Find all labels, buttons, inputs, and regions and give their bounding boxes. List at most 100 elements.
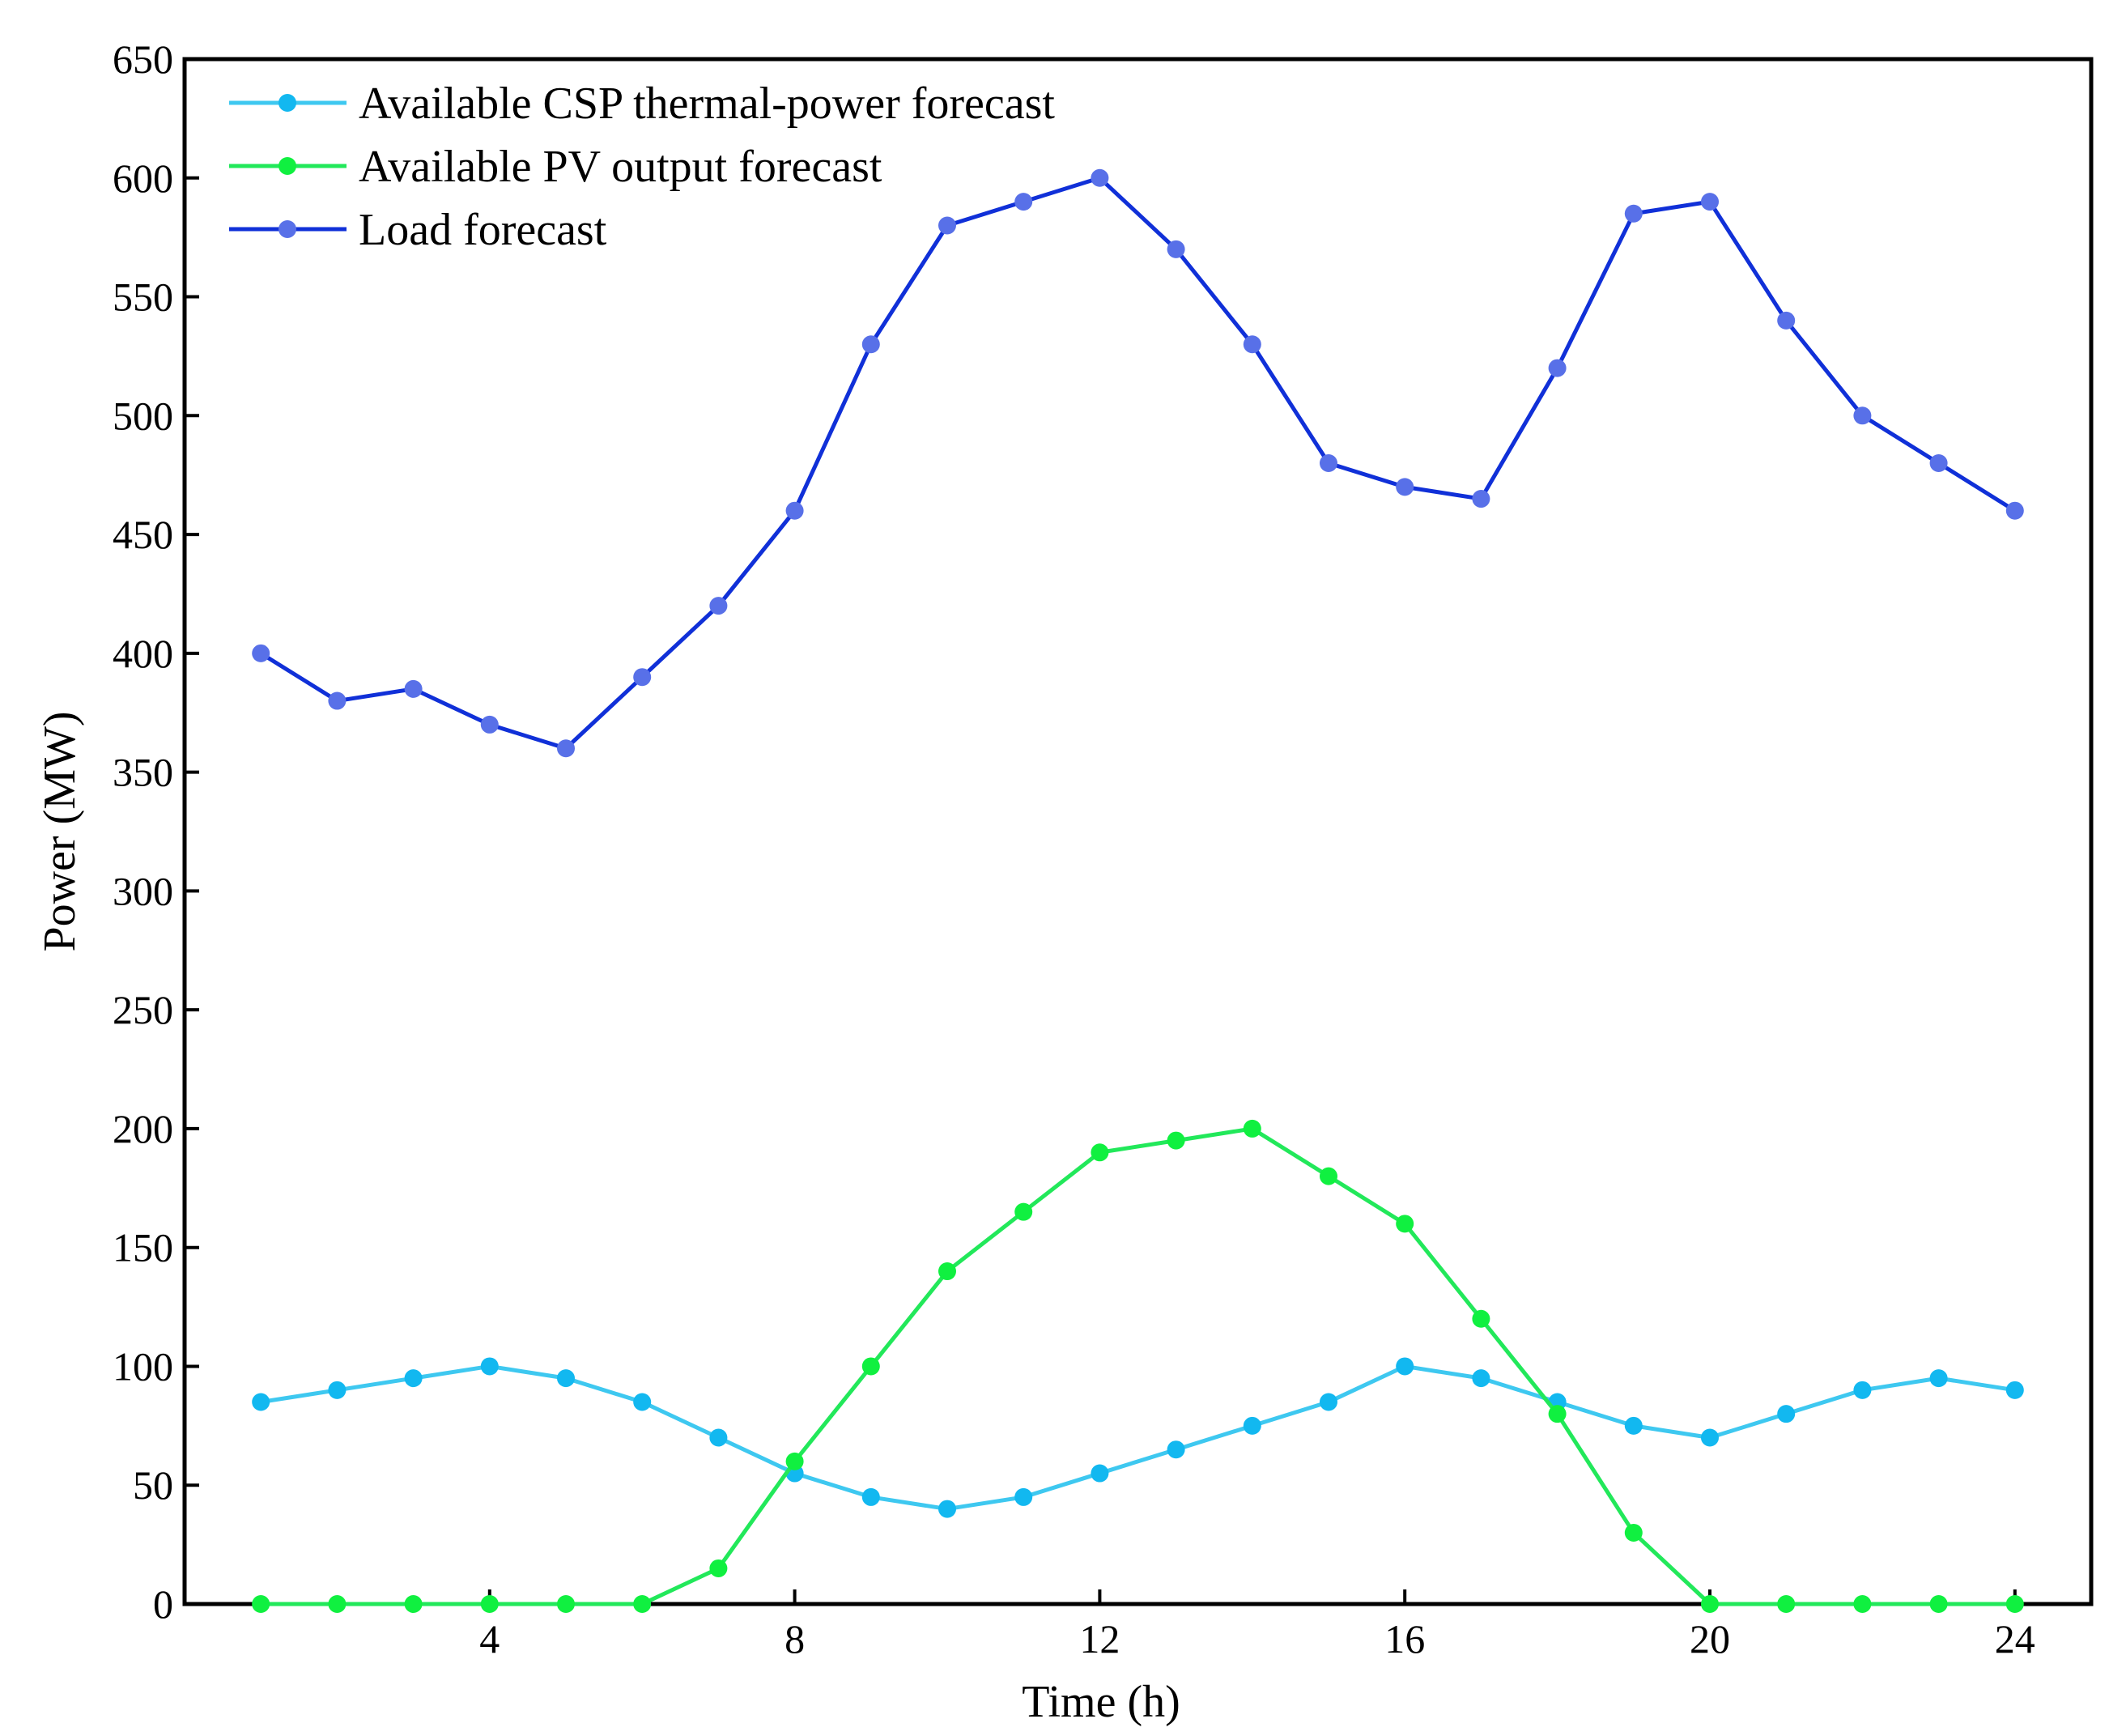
data-point: [557, 1369, 575, 1388]
data-point: [404, 679, 423, 698]
data-point: [785, 1452, 804, 1470]
data-point: [1853, 1595, 1872, 1613]
data-point: [938, 1262, 956, 1281]
data-point: [1243, 1119, 1261, 1138]
data-point: [1853, 1381, 1872, 1399]
data-point: [1167, 1131, 1185, 1150]
y-tick-label: 150: [113, 1225, 173, 1270]
legend-label: Load forecast: [359, 205, 607, 255]
data-point: [480, 1595, 499, 1613]
data-point: [328, 691, 347, 710]
y-axis-title: Power (MW): [35, 711, 85, 951]
data-point: [861, 335, 880, 354]
x-tick-label: 4: [479, 1616, 500, 1662]
data-point: [1929, 454, 1948, 473]
y-tick-label: 50: [133, 1462, 173, 1508]
legend-swatch-marker: [279, 220, 296, 238]
x-tick-label: 24: [1995, 1616, 2035, 1662]
data-point: [252, 644, 270, 662]
data-point: [1701, 1428, 1719, 1447]
data-point: [1320, 1393, 1337, 1411]
legend-item: Available PV output forecast: [229, 142, 882, 192]
data-point: [861, 1357, 880, 1376]
y-tick-label: 600: [113, 155, 173, 201]
data-point: [1472, 1309, 1490, 1328]
data-point: [1701, 1595, 1719, 1613]
data-point: [328, 1595, 347, 1613]
y-tick-label: 500: [113, 393, 173, 438]
series-1: [252, 1119, 2024, 1613]
data-point: [557, 1595, 575, 1613]
data-point: [633, 1595, 652, 1613]
data-point: [709, 1559, 728, 1577]
data-point: [2005, 1381, 2024, 1399]
data-point: [1929, 1369, 1948, 1388]
data-point: [1777, 1405, 1796, 1423]
data-point: [404, 1369, 423, 1388]
data-point: [1548, 359, 1567, 377]
data-point: [709, 597, 728, 615]
legend-swatch-marker: [279, 157, 296, 175]
data-point: [709, 1428, 728, 1447]
data-point: [1472, 1369, 1490, 1388]
legend-swatch-marker: [279, 94, 296, 112]
series-layer: [252, 168, 2024, 1613]
y-tick-label: 0: [153, 1581, 173, 1627]
data-point: [633, 668, 652, 687]
data-point: [1853, 406, 1872, 425]
data-point: [557, 739, 575, 758]
data-point: [1091, 1143, 1109, 1162]
data-point: [938, 216, 956, 235]
data-point: [938, 1500, 956, 1518]
legend-item: Available CSP thermal-power forecast: [229, 79, 1055, 129]
data-point: [1548, 1405, 1567, 1423]
data-point: [1701, 193, 1719, 211]
data-point: [1396, 1215, 1414, 1233]
data-point: [1014, 1487, 1033, 1506]
x-tick-label: 8: [784, 1616, 805, 1662]
y-tick-label: 350: [113, 750, 173, 795]
data-point: [1243, 335, 1261, 354]
series-line: [260, 1364, 2016, 1512]
data-point: [1396, 1357, 1414, 1376]
data-point: [1396, 478, 1414, 496]
data-point: [480, 715, 499, 734]
data-point: [252, 1393, 270, 1411]
x-tick-label: 20: [1690, 1616, 1730, 1662]
y-tick-label: 250: [113, 987, 173, 1032]
x-tick-label: 12: [1079, 1616, 1120, 1662]
data-point: [1472, 490, 1490, 508]
y-tick-label: 100: [113, 1343, 173, 1389]
data-point: [785, 501, 804, 520]
data-point: [1624, 1416, 1643, 1435]
data-point: [1167, 240, 1185, 258]
data-point: [1014, 193, 1033, 211]
series-0: [252, 1357, 2024, 1518]
data-point: [1929, 1595, 1948, 1613]
data-point: [2005, 501, 2024, 520]
data-point: [1777, 311, 1796, 330]
legend-item: Load forecast: [229, 205, 607, 255]
series-2: [252, 168, 2024, 758]
x-axis-title: Time (h): [1022, 1677, 1180, 1727]
data-point: [1624, 204, 1643, 223]
legend-label: Available CSP thermal-power forecast: [359, 79, 1055, 129]
y-tick-label: 200: [113, 1106, 173, 1151]
data-point: [1091, 1464, 1109, 1483]
data-point: [1091, 168, 1109, 187]
y-axis: 0 50 100 150 200 250 300 350 400 450 500 550 600 650: [113, 36, 199, 1627]
legend: Available CSP thermal-power forecast Avai…: [229, 79, 1055, 255]
series-line: [261, 1126, 2015, 1606]
y-tick-label: 400: [113, 631, 173, 676]
data-point: [1243, 1416, 1261, 1435]
y-tick-label: 300: [113, 868, 173, 913]
data-point: [2005, 1595, 2024, 1613]
legend-label: Available PV output forecast: [359, 142, 882, 192]
data-point: [861, 1487, 880, 1506]
data-point: [1167, 1440, 1185, 1459]
data-point: [1320, 454, 1337, 473]
series-line: [259, 176, 2017, 751]
data-point: [1777, 1595, 1796, 1613]
data-point: [633, 1393, 652, 1411]
y-tick-label: 450: [113, 512, 173, 557]
